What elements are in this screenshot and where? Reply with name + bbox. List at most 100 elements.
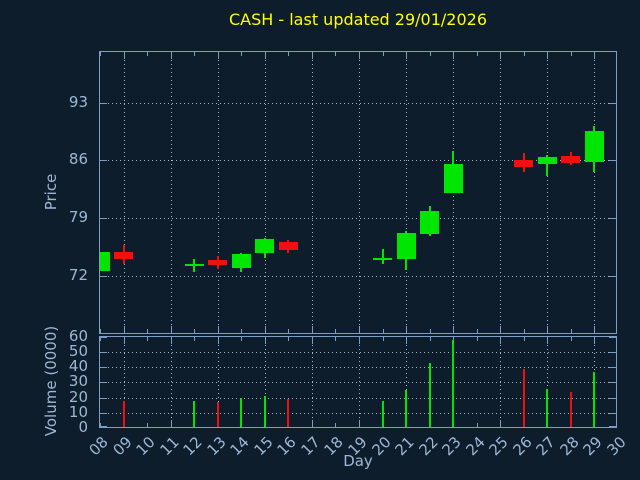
- volume-bar: [593, 371, 596, 427]
- x-tick-mark: [359, 337, 360, 344]
- x-tick-mark: [359, 326, 360, 333]
- day-gridline: [547, 52, 549, 333]
- candle-body: [396, 233, 416, 260]
- x-tick-mark: [288, 52, 290, 56]
- x-tick-mark: [311, 326, 313, 333]
- volume-gridline: [100, 352, 616, 354]
- x-tick-mark: [570, 337, 572, 341]
- x-tick-mark: [547, 326, 549, 333]
- x-tick-mark: [359, 52, 360, 59]
- x-tick-mark: [476, 337, 478, 341]
- candle-body: [231, 253, 251, 268]
- volume-bar: [263, 396, 266, 427]
- x-tick-mark: [335, 337, 337, 341]
- x-tick-mark: [406, 337, 408, 344]
- x-tick-mark: [147, 329, 149, 333]
- candle-body: [420, 210, 440, 234]
- price-gridline: [100, 160, 616, 162]
- volume-tick-mark: [609, 397, 616, 399]
- x-tick-mark: [217, 326, 219, 333]
- day-gridline: [311, 337, 313, 427]
- x-tick-mark: [382, 52, 384, 56]
- volume-tick-label: 30: [68, 372, 88, 391]
- candle-body: [561, 155, 581, 163]
- x-tick-mark: [406, 326, 408, 333]
- day-gridline: [217, 337, 219, 427]
- volume-tick-mark: [609, 337, 616, 338]
- volume-tick-mark: [100, 382, 107, 384]
- x-tick-mark: [335, 52, 337, 56]
- volume-tick-label: 40: [68, 357, 88, 376]
- volume-gridline: [100, 382, 616, 384]
- x-axis-label: Day: [343, 452, 373, 470]
- x-tick-mark: [500, 326, 502, 333]
- x-tick-mark: [500, 337, 502, 344]
- chart-title: CASH - last updated 29/01/2026: [228, 10, 488, 29]
- candle-body: [255, 238, 275, 253]
- x-tick-mark: [359, 420, 360, 427]
- volume-tick-mark: [609, 367, 616, 369]
- price-tick-mark: [100, 102, 107, 104]
- day-gridline: [406, 337, 408, 427]
- volume-bar: [193, 400, 196, 427]
- x-tick-mark: [147, 337, 149, 341]
- candle-body: [584, 130, 604, 163]
- price-gridline: [100, 276, 616, 277]
- volume-tick-mark: [100, 426, 107, 427]
- day-gridline: [170, 337, 172, 427]
- volume-bar: [405, 390, 408, 427]
- candle-body: [443, 163, 463, 194]
- volume-bar: [216, 402, 219, 427]
- price-tick-mark: [609, 276, 616, 277]
- volume-bar: [569, 391, 572, 427]
- candle-body: [373, 257, 393, 261]
- x-tick-mark: [311, 420, 313, 427]
- x-tick-mark: [147, 423, 149, 427]
- x-tick-mark: [241, 337, 243, 341]
- day-gridline: [359, 337, 360, 427]
- x-tick-mark: [123, 337, 125, 344]
- x-tick-mark: [335, 329, 337, 333]
- volume-bar: [122, 400, 125, 427]
- volume-gridline: [100, 367, 616, 369]
- x-tick-mark: [500, 420, 502, 427]
- volume-tick-mark: [609, 352, 616, 354]
- x-tick-mark: [123, 52, 125, 59]
- volume-tick-label: 20: [68, 387, 88, 406]
- price-tick-label: 93: [68, 92, 88, 111]
- price-axis-label: Price: [42, 173, 60, 211]
- x-tick-mark: [429, 52, 431, 56]
- x-tick-mark: [382, 337, 384, 341]
- day-gridline: [217, 52, 219, 333]
- day-gridline: [406, 52, 408, 333]
- candle-body: [514, 159, 534, 168]
- x-tick-mark: [453, 326, 455, 333]
- x-tick-mark: [547, 337, 549, 344]
- x-tick-mark: [241, 329, 243, 333]
- x-tick-mark: [241, 52, 243, 56]
- volume-tick-label: 60: [68, 326, 88, 345]
- x-tick-mark: [288, 337, 290, 341]
- volume-tick-mark: [609, 412, 616, 414]
- x-tick-mark: [264, 52, 266, 59]
- x-tick-mark: [194, 329, 196, 333]
- day-gridline: [500, 52, 502, 333]
- x-tick-mark: [170, 420, 172, 427]
- day-gridline: [500, 337, 502, 427]
- x-tick-mark: [217, 52, 219, 59]
- volume-bar: [428, 362, 431, 427]
- x-tick-mark: [194, 337, 196, 341]
- x-tick-mark: [194, 52, 196, 56]
- candle-body: [114, 252, 134, 260]
- x-tick-mark: [547, 52, 549, 59]
- x-tick-mark: [500, 52, 502, 59]
- x-tick-mark: [100, 423, 101, 427]
- x-tick-mark: [264, 337, 266, 344]
- price-tick-mark: [609, 102, 616, 104]
- x-tick-mark: [288, 329, 290, 333]
- volume-gridline: [100, 397, 616, 399]
- candle-body: [184, 263, 204, 266]
- x-tick-mark: [147, 52, 149, 56]
- volume-bar: [546, 388, 549, 427]
